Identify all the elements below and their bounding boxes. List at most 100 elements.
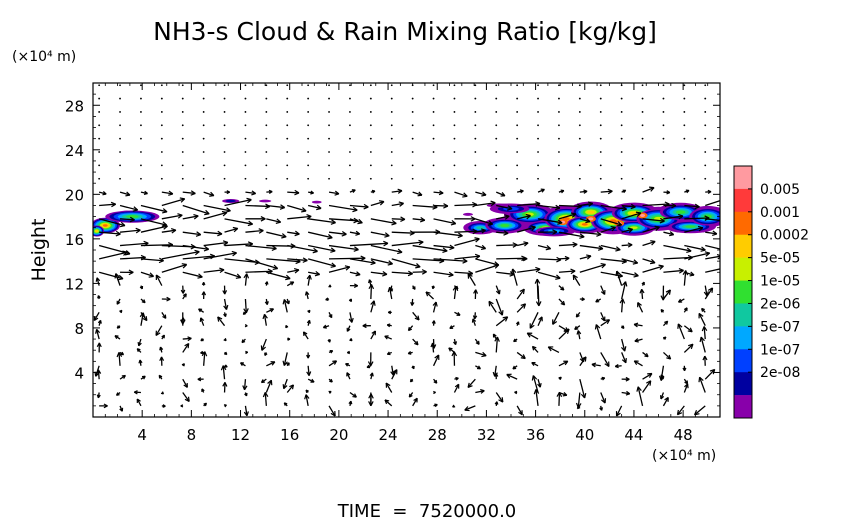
wind-vector-head — [161, 334, 166, 339]
wind-vector — [683, 177, 686, 180]
wind-vector — [328, 111, 330, 113]
wind-vector — [328, 231, 347, 235]
wind-vector — [202, 151, 205, 153]
wind-vector-head — [363, 203, 369, 210]
wind-vector-head — [615, 411, 621, 417]
wind-vector-head — [421, 269, 427, 275]
wind-vector — [495, 336, 499, 353]
wind-vector — [475, 229, 486, 233]
wind-vector — [287, 191, 300, 194]
wind-vector — [349, 177, 351, 180]
wind-vector-head — [132, 206, 139, 212]
wind-vector — [621, 338, 626, 352]
wind-vector — [349, 137, 351, 140]
wind-vector — [266, 271, 291, 280]
wind-vector — [683, 343, 694, 353]
wind-vector — [683, 111, 686, 113]
wind-vector-head — [264, 301, 269, 305]
wind-vector — [182, 204, 210, 215]
wind-vector-head — [600, 316, 606, 322]
wind-vector — [223, 97, 226, 100]
wind-vector — [266, 258, 301, 263]
wind-vector — [620, 124, 623, 127]
wind-vector — [475, 218, 493, 225]
wind-vector — [705, 255, 720, 260]
wind-vector-head — [666, 354, 672, 360]
wind-vector-head — [223, 351, 228, 356]
wind-vector — [526, 332, 539, 340]
wind-vector — [558, 298, 566, 306]
wind-vector — [578, 97, 581, 100]
wind-vector — [577, 392, 581, 408]
wind-vector — [182, 191, 196, 195]
wind-vector — [620, 298, 624, 313]
wind-vector — [182, 337, 192, 340]
wind-vector — [579, 202, 593, 207]
wind-vector — [474, 164, 477, 167]
wind-vector — [245, 191, 256, 195]
wind-vector-head — [168, 190, 174, 196]
wind-vector — [328, 84, 330, 87]
wind-vector — [390, 84, 393, 87]
wind-vector-head — [697, 225, 704, 232]
cloud-contour — [587, 210, 595, 214]
wind-vector-head — [431, 320, 436, 324]
wind-vector — [579, 263, 606, 273]
wind-vector-head — [490, 200, 496, 207]
wind-vector-head — [552, 229, 558, 235]
wind-vector-head — [386, 351, 391, 356]
wind-vector — [283, 299, 288, 313]
wind-vector-head — [304, 291, 310, 296]
wind-vector — [516, 151, 519, 153]
wind-vector — [119, 229, 141, 233]
wind-vector-head — [267, 379, 273, 386]
wind-vector — [328, 164, 330, 167]
wind-vector-head — [222, 290, 228, 295]
wind-vector — [95, 329, 100, 340]
wind-vector — [287, 269, 300, 273]
wind-vector-head — [610, 225, 617, 232]
wind-vector — [391, 202, 404, 207]
wind-vector-head — [161, 221, 168, 227]
wind-vector — [390, 164, 393, 167]
wind-vector-head — [646, 380, 652, 386]
wind-vector — [369, 151, 372, 153]
wind-vector — [516, 111, 519, 113]
wind-vector-head — [115, 392, 120, 396]
wind-vector — [496, 244, 518, 247]
wind-vector — [600, 319, 610, 327]
wind-vector-head — [677, 323, 683, 329]
wind-vector-head — [137, 341, 142, 347]
wind-vector-head — [142, 316, 148, 322]
wind-vector-head — [431, 344, 437, 349]
wind-vector — [244, 84, 247, 87]
wind-vector-head — [139, 285, 144, 290]
wind-vector-head — [494, 401, 499, 405]
wind-vector-head — [243, 308, 249, 314]
wind-vector-head — [141, 299, 146, 304]
wind-vector-head — [470, 216, 476, 222]
time-footer: TIME = 7520000.0 — [337, 501, 517, 519]
wind-vector — [599, 111, 602, 113]
wind-vector — [161, 198, 185, 207]
wind-vector — [578, 137, 581, 140]
wind-vector-head — [135, 227, 141, 234]
wind-vector-head — [370, 300, 376, 306]
wind-vector — [244, 177, 247, 180]
wind-vector-head — [625, 390, 631, 396]
wind-vector — [662, 397, 669, 407]
wind-vector-head — [348, 400, 353, 405]
wind-vector — [620, 111, 623, 113]
wind-vector-head — [287, 337, 291, 341]
wind-vector — [412, 397, 418, 407]
wind-vector-head — [385, 382, 391, 388]
wind-vector-head — [304, 394, 310, 400]
wind-vector-head — [689, 271, 695, 277]
wind-vector — [698, 313, 706, 326]
wind-vector-head — [242, 311, 247, 316]
wind-vector — [391, 258, 421, 268]
wind-vector — [161, 229, 177, 233]
wind-vector — [475, 258, 499, 266]
wind-vector — [390, 177, 393, 180]
